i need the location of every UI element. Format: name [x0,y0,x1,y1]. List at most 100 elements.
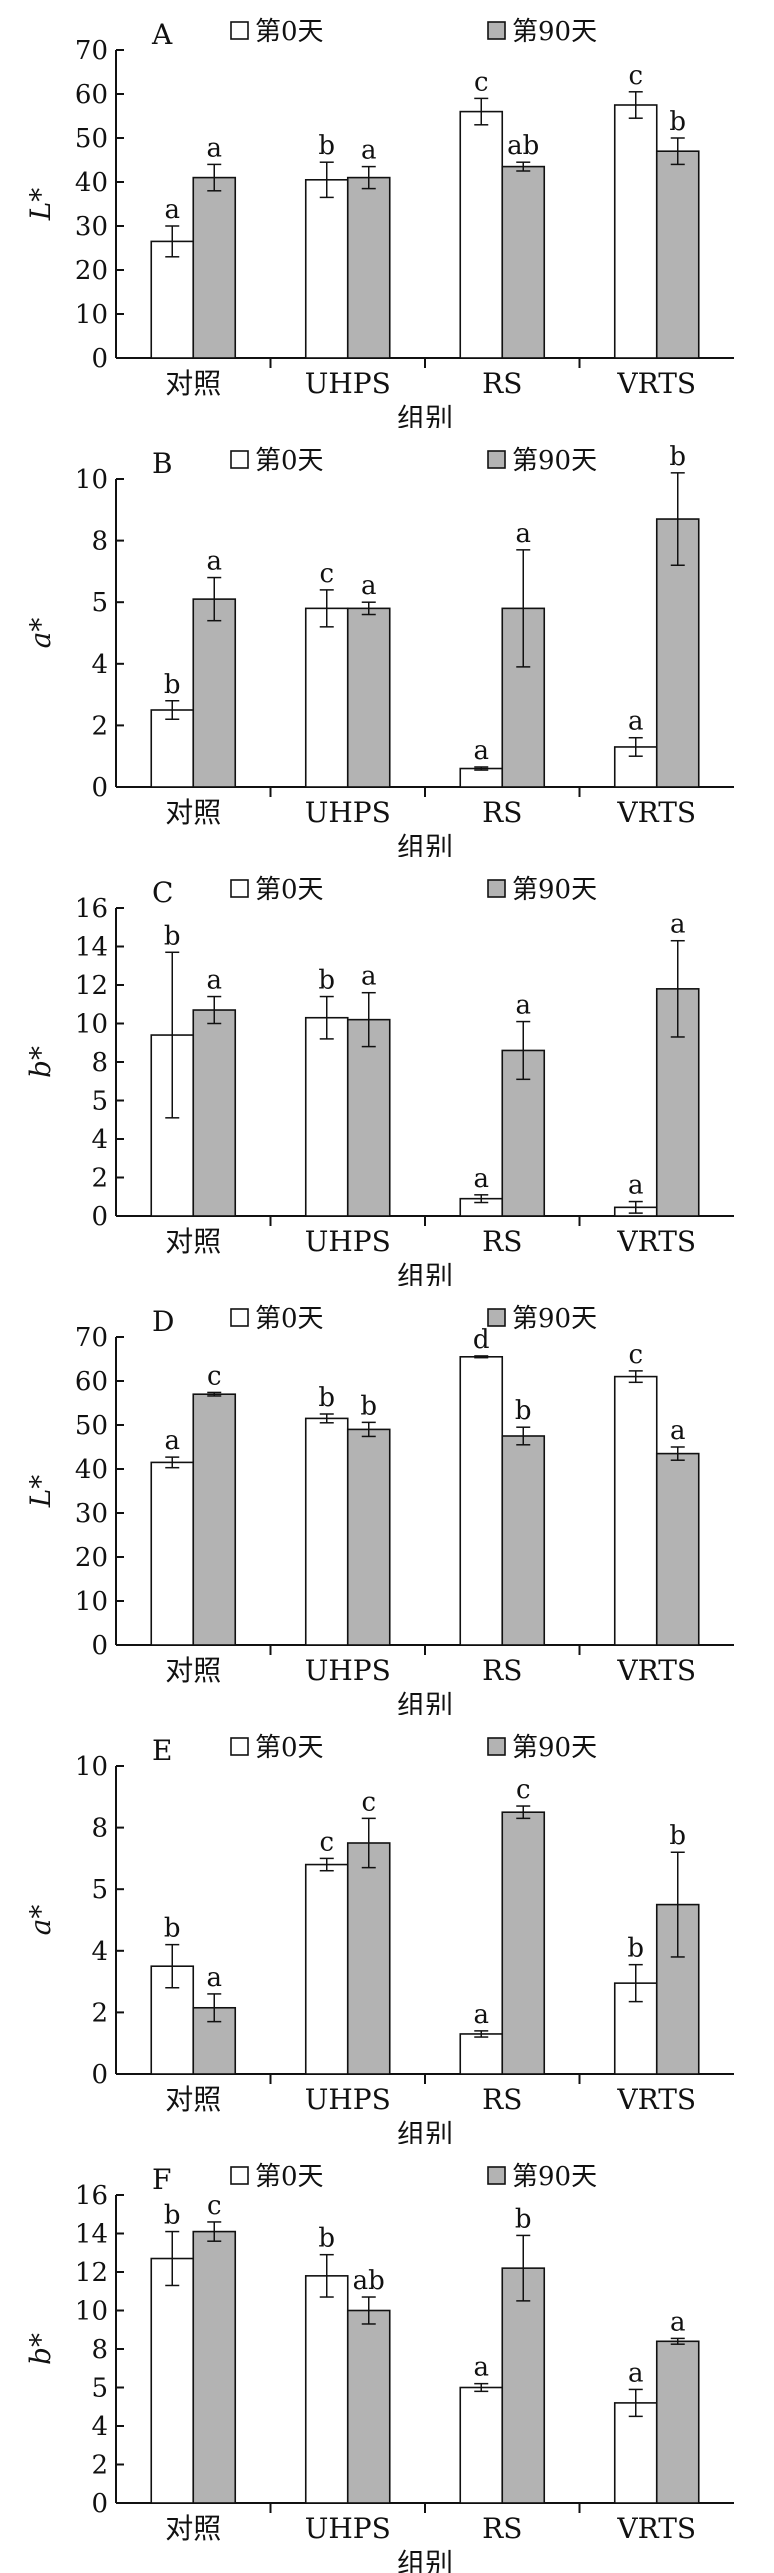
legend-swatch-0 [230,2166,249,2185]
bar [150,240,195,359]
significance-label: b [164,921,181,951]
significance-label: c [628,61,643,91]
y-tick-label: 2 [91,1998,108,2028]
legend-swatch-0 [230,1308,249,1327]
category-label: RS [482,1225,522,1258]
y-tick-label: 60 [75,1367,108,1397]
significance-label: a [670,1416,686,1446]
bar [192,1393,237,1646]
y-tick-label: 40 [75,1455,108,1485]
significance-label: a [206,133,222,163]
bar [501,1811,546,2075]
significance-label: a [361,571,377,601]
legend-swatch-1 [487,2166,506,2185]
y-tick-label: 10 [75,2297,108,2327]
significance-label: a [515,991,531,1021]
y-axis-label: a* [24,618,57,649]
significance-label: a [206,1963,222,1993]
legend-label: 第90天 [512,1733,597,1763]
bar [459,2033,504,2075]
bar [192,1009,237,1217]
legend-swatch-1 [487,1737,506,1756]
bar [150,2257,195,2504]
significance-label: b [669,442,686,472]
category-label: UHPS [305,1225,391,1258]
significance-label: c [516,1775,531,1805]
category-label: UHPS [305,796,391,829]
y-tick-label: 20 [75,256,108,286]
legend-swatch-1 [487,450,506,469]
significance-label: b [627,1934,644,1964]
y-tick-label: 10 [75,1752,108,1782]
bar [459,767,504,788]
significance-label: c [361,1787,376,1817]
significance-label: a [473,2353,489,2383]
x-axis-label: 组别 [397,402,453,428]
bar [459,110,504,359]
significance-label: a [361,136,377,166]
bar [150,1461,195,1646]
y-tick-label: 8 [91,2335,108,2365]
bar [346,1428,391,1646]
y-tick-label: 0 [91,1631,108,1661]
category-label: 对照 [165,796,221,829]
y-axis-label: L* [24,188,57,222]
panel-label: D [152,1305,174,1338]
legend-label: 第0天 [255,875,324,905]
y-tick-label: 4 [91,650,108,680]
bar [459,2386,504,2504]
bar [304,1863,349,2075]
y-tick-label: 5 [91,1087,108,1117]
y-tick-label: 50 [75,124,108,154]
category-label: UHPS [305,2512,391,2545]
significance-label: b [318,2224,335,2254]
bar [655,1452,700,1646]
category-label: UHPS [305,2083,391,2116]
bar [304,2275,349,2504]
bar [459,1356,504,1646]
y-tick-label: 0 [91,1202,108,1232]
y-tick-label: 8 [91,1048,108,1078]
significance-label: a [628,1171,644,1201]
legend-label: 第0天 [255,2162,324,2192]
y-tick-label: 16 [75,894,108,924]
bar [304,179,349,359]
y-axis-label: b* [24,2333,57,2365]
category-label: UHPS [305,367,391,400]
y-tick-label: 12 [75,971,108,1001]
bar [192,598,237,788]
y-axis-label: b* [24,1046,57,1078]
significance-label: a [361,962,377,992]
legend-swatch-1 [487,21,506,40]
significance-label: b [164,670,181,700]
y-tick-label: 0 [91,2060,108,2090]
significance-label: a [206,966,222,996]
bar [346,607,391,788]
y-tick-label: 70 [75,36,108,66]
bar [613,104,658,359]
legend-swatch-0 [230,21,249,40]
bar [346,1842,391,2075]
significance-label: b [515,2204,532,2234]
y-tick-label: 10 [75,300,108,330]
significance-label: c [474,67,489,97]
y-axis-label: L* [24,1475,57,1509]
legend-label: 第0天 [255,1304,324,1334]
y-tick-label: 5 [91,588,108,618]
panel-label: A [151,18,173,51]
x-axis-label: 组别 [397,831,453,857]
y-tick-label: 12 [75,2258,108,2288]
significance-label: b [164,1914,181,1944]
legend-label: 第90天 [512,1304,597,1334]
significance-label: b [318,966,335,996]
significance-label: a [628,707,644,737]
category-label: RS [482,796,522,829]
significance-label: c [319,1827,334,1857]
y-tick-label: 10 [75,465,108,495]
bar [501,2267,546,2504]
